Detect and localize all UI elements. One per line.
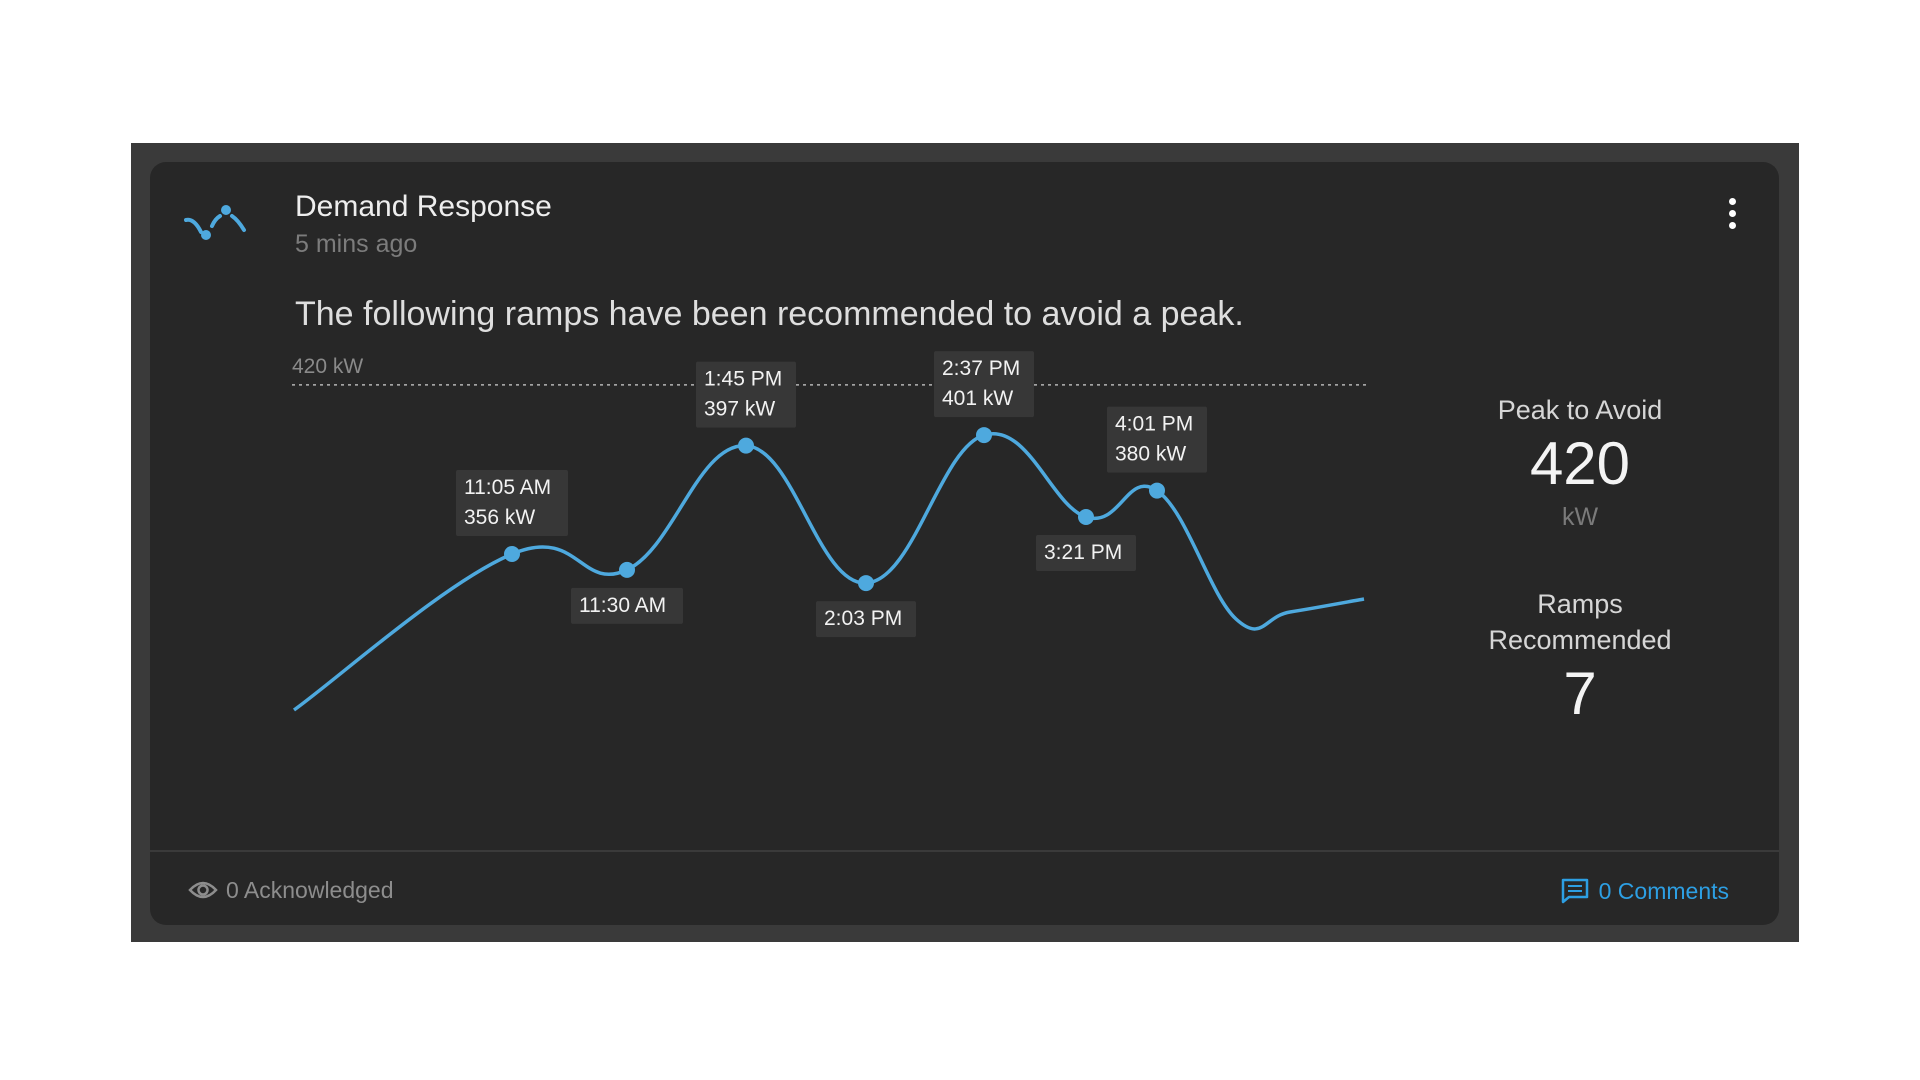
annotation-box xyxy=(456,470,568,536)
footer-divider xyxy=(150,850,1779,852)
demand-chart: 420 kW 11:05 AM 356 kW 11:30 AM 1:45 PM 397 k… xyxy=(292,351,1366,712)
annotation-value: 397 kW xyxy=(704,398,775,421)
demand-response-card: Demand Response 5 mins ago The following… xyxy=(150,162,1779,925)
ramp-annotation: 1:45 PM 397 kW xyxy=(696,361,796,428)
stats-panel: Peak to Avoid 420 kW Ramps Recommended 7 xyxy=(1440,392,1720,730)
comment-icon xyxy=(1561,878,1588,904)
ramp-point[interactable] xyxy=(976,427,992,444)
comments-count: 0 Comments xyxy=(1598,877,1729,904)
acknowledged-count: 0 Acknowledged xyxy=(226,876,394,903)
peak-value: 420 xyxy=(1529,430,1631,497)
annotation-box xyxy=(934,351,1034,418)
timestamp: 5 mins ago xyxy=(295,230,418,258)
ramp-annotation: 11:05 AM 356 kW xyxy=(456,470,568,536)
annotation-time: 1:45 PM xyxy=(704,368,782,391)
annotation-value: 401 kW xyxy=(942,387,1013,410)
ramp-point[interactable] xyxy=(738,437,754,454)
annotation-time: 11:30 AM xyxy=(579,594,666,617)
ramp-annotation: 4:01 PM 380 kW xyxy=(1107,406,1207,473)
more-vert-icon[interactable] xyxy=(1720,198,1744,242)
recommendation-message: The following ramps have been recommende… xyxy=(295,295,1244,333)
peak-unit: kW xyxy=(1561,503,1599,531)
annotation-value: 380 kW xyxy=(1115,443,1186,466)
ramps-label: Ramps Recommended xyxy=(1488,589,1672,655)
annotation-box xyxy=(696,361,796,428)
ramp-annotation: 2:03 PM xyxy=(816,601,916,638)
comments-link[interactable]: 0 Comments xyxy=(1561,874,1729,908)
annotation-box xyxy=(816,601,916,638)
ramp-annotation: 2:37 PM 401 kW xyxy=(934,351,1034,418)
ramp-point[interactable] xyxy=(858,575,874,592)
peak-label: Peak to Avoid xyxy=(1497,395,1663,425)
ramps-value: 7 xyxy=(1563,660,1597,727)
ramp-annotation: 3:21 PM xyxy=(1036,535,1136,571)
ramp-point[interactable] xyxy=(1149,482,1165,499)
acknowledged-status: 0 Acknowledged xyxy=(188,874,394,906)
annotation-time: 3:21 PM xyxy=(1044,541,1122,564)
threshold-label: 420 kW xyxy=(292,355,363,378)
annotation-time: 2:03 PM xyxy=(824,607,902,630)
annotation-time: 11:05 AM xyxy=(464,476,551,499)
annotation-box xyxy=(571,587,683,624)
demand-series-line xyxy=(292,431,1365,712)
annotation-time: 4:01 PM xyxy=(1115,413,1193,436)
ramp-annotation: 11:30 AM xyxy=(571,587,683,624)
annotation-box xyxy=(1107,406,1207,473)
annotation-time: 2:37 PM xyxy=(942,357,1020,380)
ramp-point[interactable] xyxy=(1078,509,1094,525)
ramp-point[interactable] xyxy=(504,546,520,562)
annotation-value: 356 kW xyxy=(464,506,535,529)
ramp-point[interactable] xyxy=(619,561,635,578)
card-title: Demand Response xyxy=(295,190,552,223)
eye-icon xyxy=(188,881,218,899)
annotation-box xyxy=(1036,535,1136,571)
demand-response-icon xyxy=(184,205,246,240)
